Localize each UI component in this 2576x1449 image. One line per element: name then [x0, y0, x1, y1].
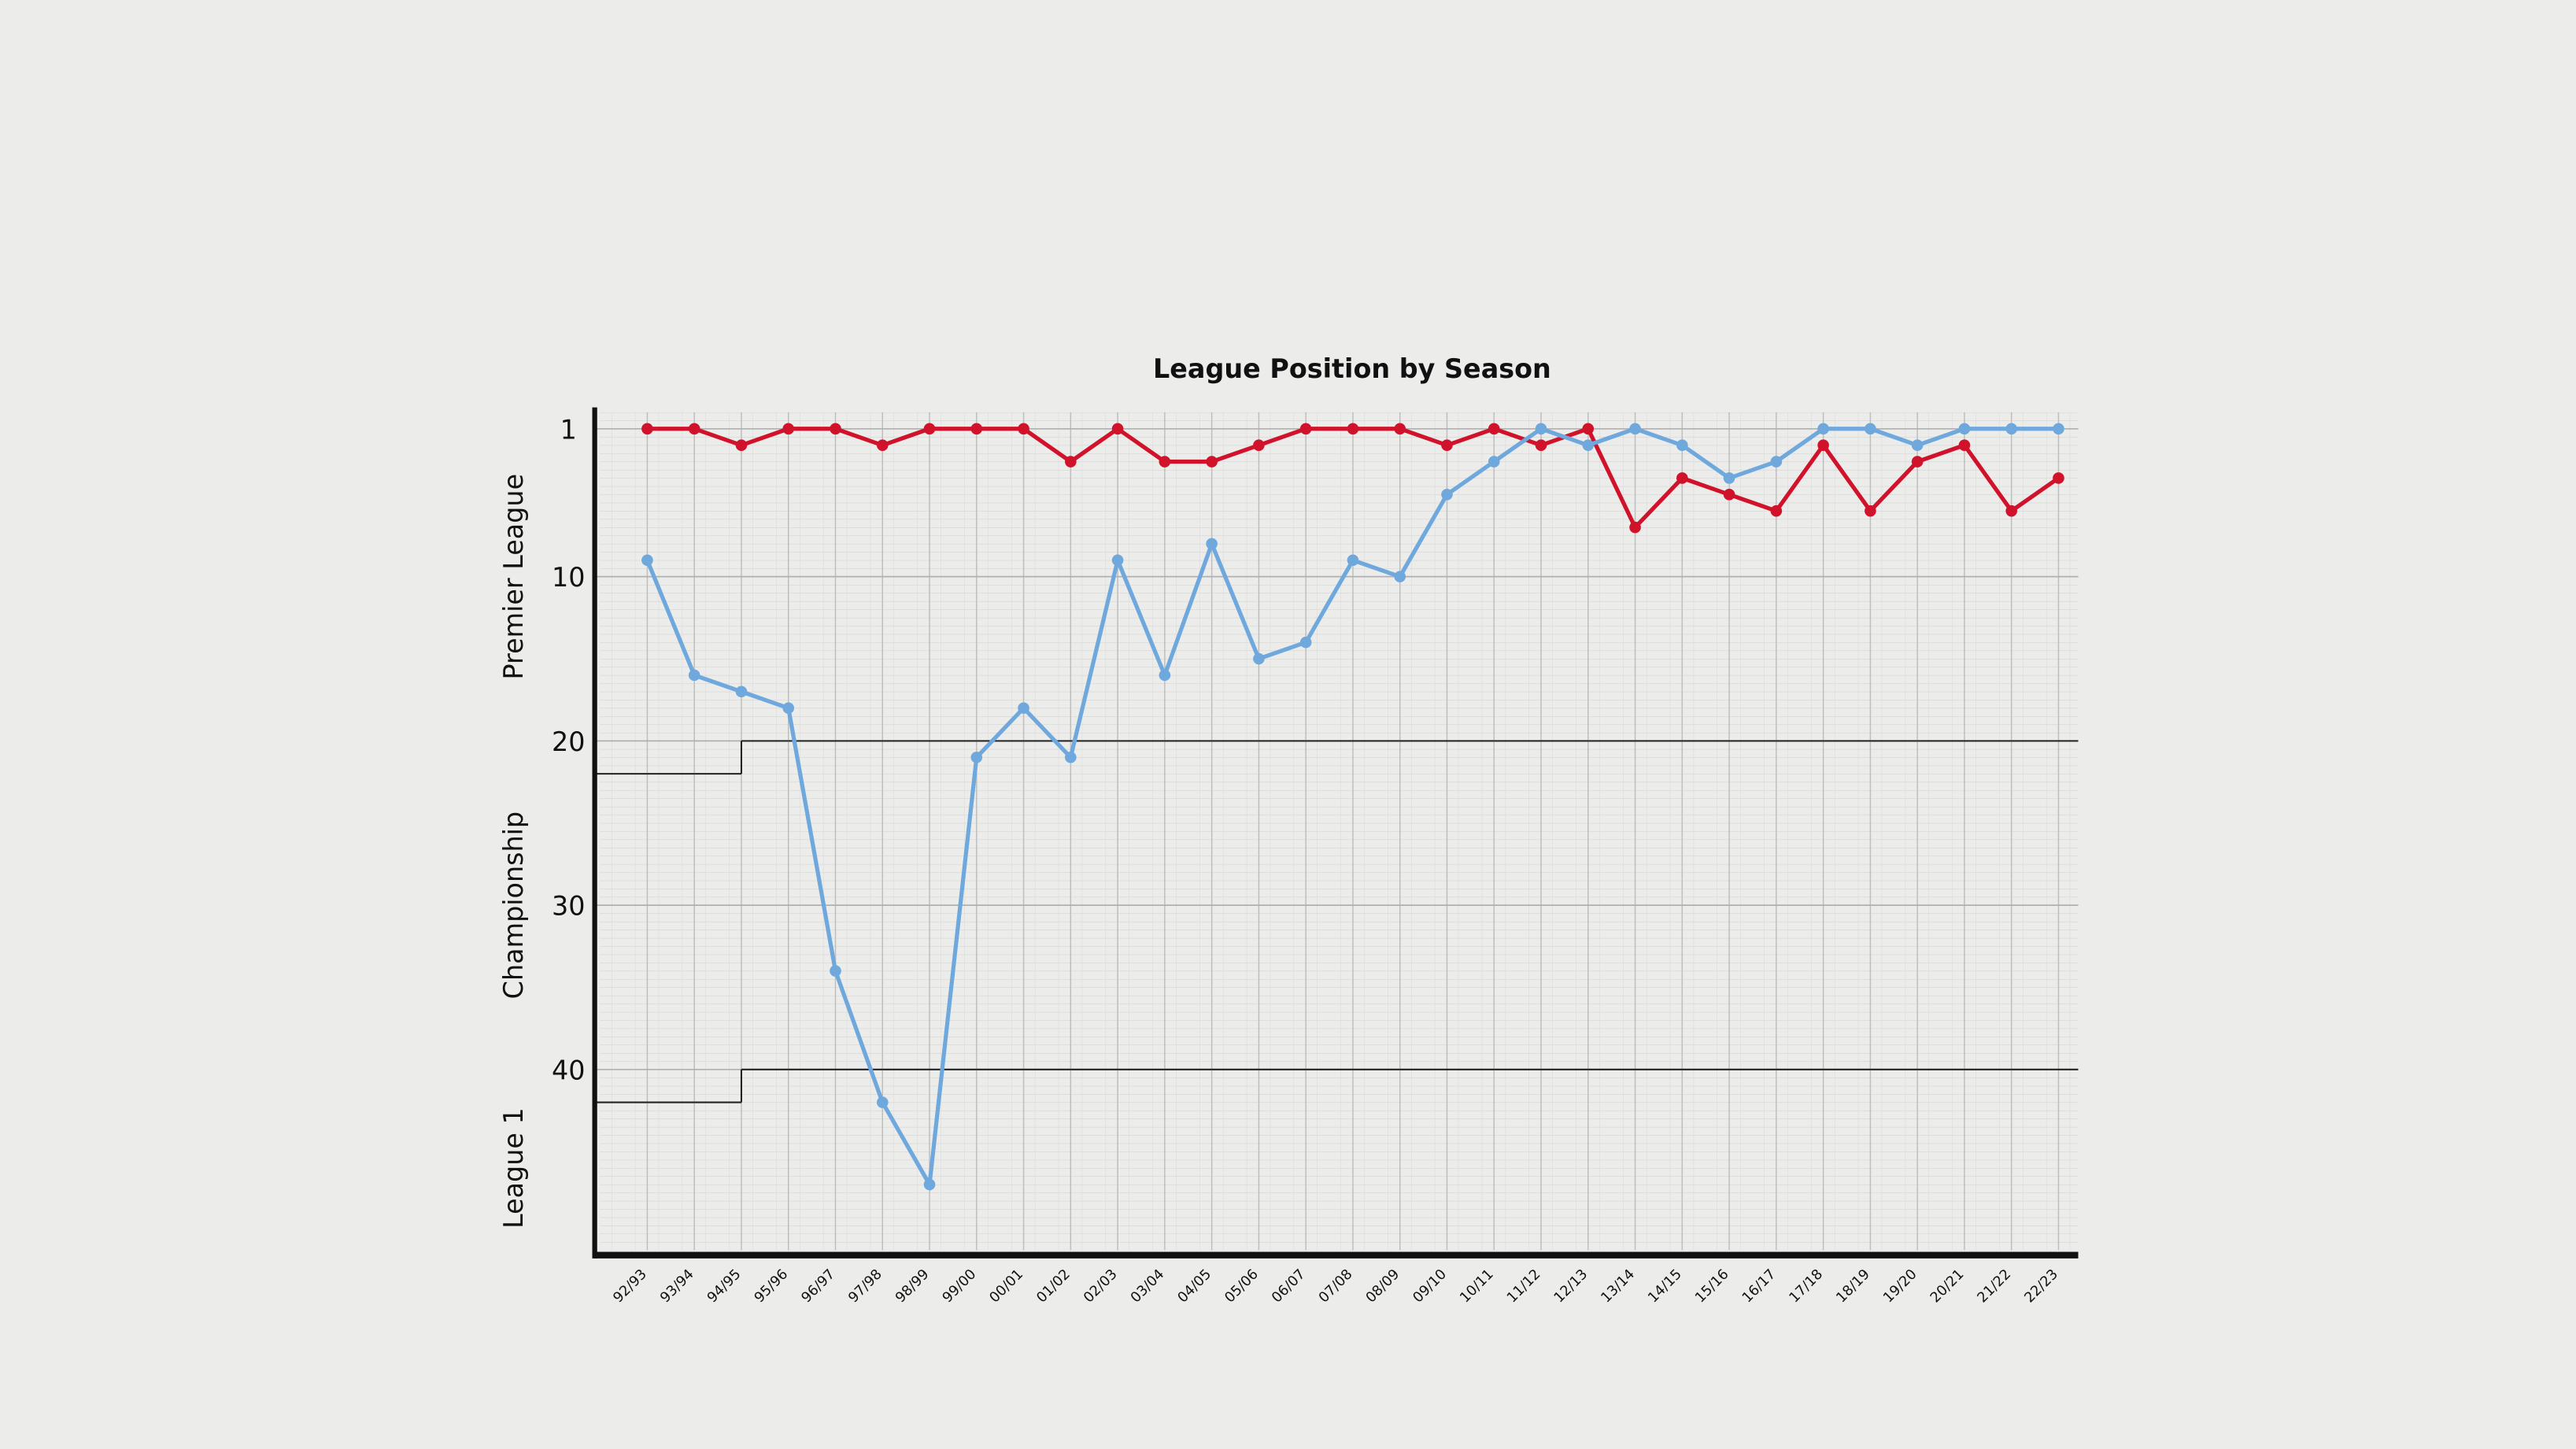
point	[1347, 554, 1359, 567]
point	[782, 702, 795, 714]
point	[1535, 439, 1547, 451]
point	[1299, 423, 1312, 435]
point	[1958, 439, 1971, 451]
point	[2053, 472, 2064, 484]
point	[1299, 636, 1312, 649]
point	[688, 423, 700, 435]
point	[876, 1096, 889, 1108]
y-tick-label: 30	[552, 891, 585, 922]
point	[1159, 669, 1171, 682]
y-tick-label: 40	[552, 1055, 585, 1085]
point	[923, 423, 936, 435]
point	[1817, 423, 1829, 435]
point	[1253, 652, 1265, 665]
point	[1206, 456, 1218, 468]
point	[1253, 439, 1265, 451]
point	[735, 686, 748, 698]
point	[2053, 423, 2064, 435]
point	[1065, 751, 1077, 763]
point	[1911, 439, 1924, 451]
point	[1911, 456, 1924, 468]
point	[830, 423, 841, 435]
point	[1723, 488, 1735, 501]
point	[1582, 423, 1595, 435]
point	[876, 439, 889, 451]
point	[1488, 456, 1500, 468]
point	[1111, 554, 1124, 567]
point	[830, 965, 841, 977]
point	[1159, 456, 1171, 468]
point	[1111, 423, 1124, 435]
point	[1770, 456, 1783, 468]
point	[1394, 423, 1406, 435]
point	[1865, 505, 1876, 517]
point	[1676, 439, 1688, 451]
point	[1488, 423, 1500, 435]
point	[1065, 456, 1077, 468]
point	[1018, 423, 1029, 435]
division-label: Premier League	[498, 474, 529, 680]
chart-title: League Position by Season	[1153, 353, 1551, 384]
point	[782, 423, 795, 435]
y-tick-label: 20	[552, 726, 585, 757]
point	[688, 669, 700, 682]
point	[2005, 505, 2018, 517]
point	[1441, 439, 1453, 451]
point	[1676, 472, 1688, 484]
point	[2005, 423, 2018, 435]
point	[1441, 488, 1453, 501]
point	[641, 554, 653, 567]
point	[1817, 439, 1829, 451]
point	[1723, 472, 1735, 484]
point	[1629, 521, 1641, 534]
point	[1018, 702, 1029, 714]
point	[641, 423, 653, 435]
minor-grid	[599, 412, 2079, 1251]
point	[970, 423, 983, 435]
point	[1865, 423, 1876, 435]
y-tick-label: 1	[560, 414, 577, 445]
point	[1582, 439, 1595, 451]
point	[1535, 423, 1547, 435]
point	[1958, 423, 1971, 435]
point	[1206, 538, 1218, 550]
point	[1347, 423, 1359, 435]
point	[1629, 423, 1641, 435]
point	[735, 439, 748, 451]
division-label: Championship	[498, 811, 529, 999]
y-tick-label: 10	[552, 562, 585, 593]
point	[1770, 505, 1783, 517]
point	[923, 1178, 936, 1191]
point	[970, 751, 983, 763]
point	[1394, 571, 1406, 582]
division-label: League 1	[498, 1107, 529, 1229]
